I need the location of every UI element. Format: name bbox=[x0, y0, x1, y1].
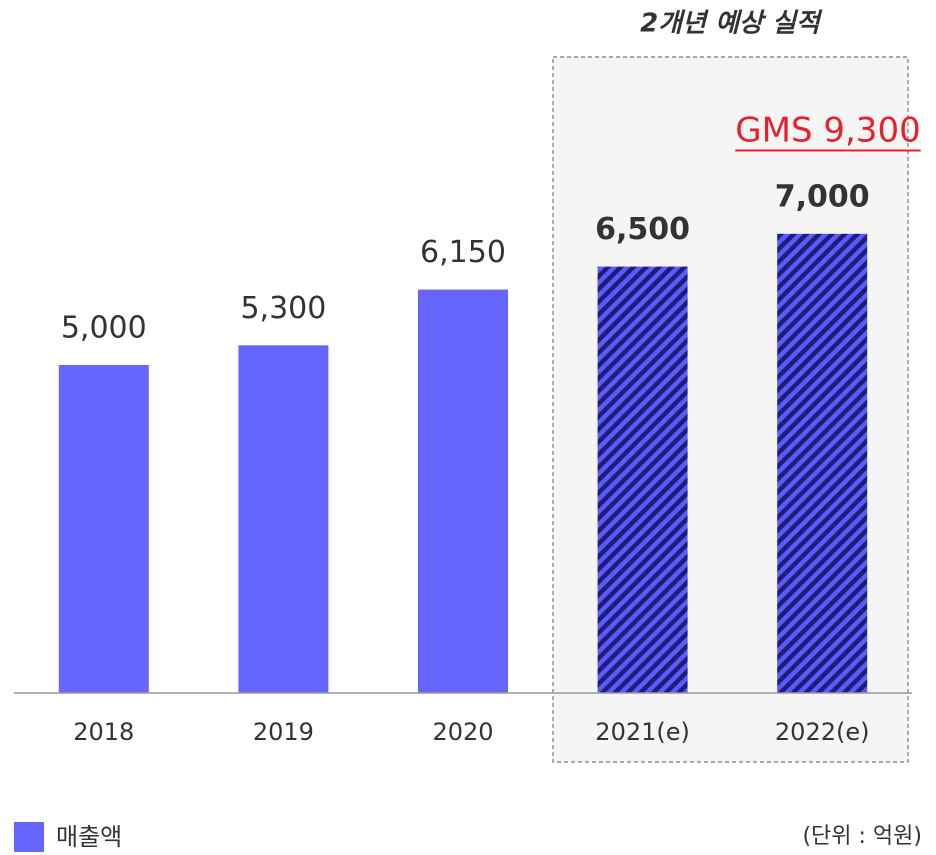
x-tick-label: 2019 bbox=[253, 718, 314, 746]
data-label: 5,000 bbox=[61, 311, 147, 346]
x-tick-label: 2022(e) bbox=[775, 718, 870, 746]
gms-annotation: GMS 9,300 bbox=[735, 111, 920, 151]
bar bbox=[597, 266, 688, 693]
x-tick-label: 2018 bbox=[73, 718, 134, 746]
bar bbox=[238, 345, 329, 693]
x-tick-label: 2021(e) bbox=[595, 718, 690, 746]
bar bbox=[58, 365, 149, 693]
legend-swatch bbox=[14, 822, 44, 852]
unit-label: (단위 : 억원) bbox=[802, 824, 922, 849]
bar bbox=[418, 289, 508, 693]
data-label: 7,000 bbox=[775, 179, 870, 214]
estimate-label: 2개년 예상 실적 bbox=[640, 9, 823, 39]
data-label: 5,300 bbox=[240, 291, 326, 326]
data-label: 6,150 bbox=[420, 235, 506, 270]
data-label: 6,500 bbox=[595, 212, 690, 247]
x-tick-label: 2020 bbox=[432, 718, 493, 746]
legend-label: 매출액 bbox=[56, 823, 122, 851]
bar bbox=[777, 233, 868, 694]
